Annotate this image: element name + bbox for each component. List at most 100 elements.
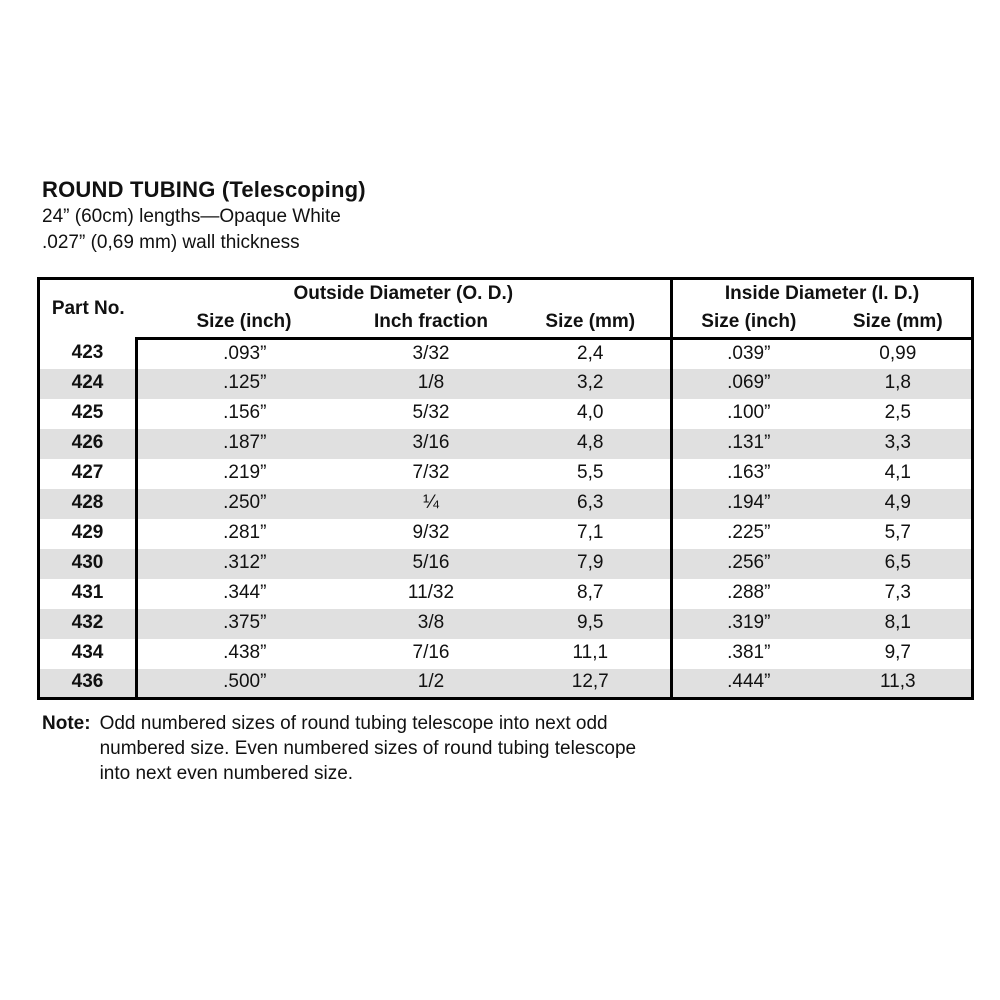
cell-od-size-mm: 11,1 bbox=[510, 638, 674, 669]
table-row: 427 .219” 7/32 5,5 .163” 4,1 bbox=[38, 458, 973, 489]
cell-od-size-inch: .187” bbox=[223, 432, 267, 454]
col-header-id-size-inch: Size (inch) bbox=[671, 308, 825, 340]
table-row: 431 .344” 11/32 8,7 .288” 7,3 bbox=[38, 578, 973, 609]
cell-id-size-mm: 8,1 bbox=[884, 612, 911, 634]
note-text: Odd numbered sizes of round tubing teles… bbox=[99, 713, 637, 784]
cell-od-inch-fraction: 5/32 bbox=[412, 402, 450, 424]
cell-part-no: 424 bbox=[38, 368, 138, 399]
cell-od-inch-fraction: 3/16 bbox=[412, 432, 450, 454]
cell-od-size-inch: .344” bbox=[223, 582, 267, 604]
cell-part-no: 423 bbox=[38, 338, 138, 369]
tubing-table: Part No. Outside Diameter (O. D.) Inside… bbox=[37, 277, 975, 700]
cell-part-no: 428 bbox=[38, 488, 138, 519]
table-row: 423 .093” 3/32 2,4 .039” 0,99 bbox=[38, 338, 973, 369]
cell-od-inch-fraction: 7/32 bbox=[412, 462, 450, 484]
table-row: 432 .375” 3/8 9,5 .319” 8,1 bbox=[38, 608, 973, 639]
col-header-od-inch-fraction: Inch fraction bbox=[351, 308, 511, 340]
cell-od-inch-fraction: 11/32 bbox=[407, 582, 455, 604]
cell-od-size-mm: 2,4 bbox=[510, 338, 674, 369]
cell-od-size-inch: .125” bbox=[223, 372, 267, 394]
cell-od-inch-fraction: 1/8 bbox=[417, 372, 445, 394]
table-row: 425 .156” 5/32 4,0 .100” 2,5 bbox=[38, 398, 973, 429]
cell-od-size-mm: 6,3 bbox=[510, 488, 674, 519]
cell-od-inch-fraction: 1/2 bbox=[417, 671, 445, 693]
cell-id-size-inch: .039” bbox=[727, 342, 771, 364]
cell-id-size-mm: 1,8 bbox=[884, 372, 911, 394]
cell-od-size-mm: 3,2 bbox=[510, 368, 674, 399]
subtitle-wall-thickness: .027” (0,69 mm) wall thickness bbox=[42, 232, 300, 253]
cell-od-size-inch: .093” bbox=[223, 342, 267, 364]
sub-header-row: Size (inch) Inch fraction Size (mm) Size… bbox=[39, 308, 973, 340]
cell-od-inch-fraction: 3/32 bbox=[412, 342, 450, 364]
cell-od-inch-fraction: ¼ bbox=[423, 492, 439, 514]
cell-part-no: 429 bbox=[38, 518, 138, 549]
table-header: Part No. Outside Diameter (O. D.) Inside… bbox=[39, 278, 973, 340]
cell-part-no: 431 bbox=[38, 578, 138, 609]
cell-od-size-mm: 4,8 bbox=[510, 428, 674, 459]
cell-od-size-mm: 4,0 bbox=[510, 398, 674, 429]
table-row: 428 .250” ¼ 6,3 .194” 4,9 bbox=[38, 488, 973, 519]
col-header-id-size-mm: Size (mm) bbox=[824, 308, 973, 340]
cell-od-size-inch: .250” bbox=[223, 492, 267, 514]
cell-od-inch-fraction: 7/16 bbox=[412, 642, 450, 664]
col-group-outside-diameter: Outside Diameter (O. D.) bbox=[136, 278, 674, 309]
note: Note: Odd numbered sizes of round tubing… bbox=[42, 711, 648, 786]
note-label: Note: bbox=[42, 713, 91, 734]
cell-od-inch-fraction: 5/16 bbox=[412, 552, 450, 574]
cell-id-size-inch: .100” bbox=[727, 402, 771, 424]
cell-id-size-mm: 5,7 bbox=[884, 522, 911, 544]
col-group-inside-diameter: Inside Diameter (I. D.) bbox=[724, 282, 920, 304]
cell-od-size-mm: 12,7 bbox=[510, 668, 674, 699]
cell-id-size-inch: .288” bbox=[727, 582, 771, 604]
table-row: 424 .125” 1/8 3,2 .069” 1,8 bbox=[38, 368, 973, 399]
cell-od-size-inch: .500” bbox=[223, 671, 267, 693]
cell-id-size-mm: 11,3 bbox=[879, 671, 916, 693]
cell-id-size-inch: .069” bbox=[727, 372, 771, 394]
cell-part-no: 436 bbox=[38, 668, 138, 699]
cell-part-no: 425 bbox=[38, 398, 138, 429]
cell-part-no: 434 bbox=[38, 638, 138, 669]
cell-id-size-inch: .225” bbox=[727, 522, 771, 544]
table-body: 423 .093” 3/32 2,4 .039” 0,99 424 .125” 1/8 3,2 .0… bbox=[38, 338, 973, 699]
cell-id-size-mm: 2,5 bbox=[884, 402, 911, 424]
page-title: ROUND TUBING (Telescoping) bbox=[42, 177, 366, 202]
cell-od-size-mm: 9,5 bbox=[510, 608, 674, 639]
cell-id-size-mm: 7,3 bbox=[884, 582, 911, 604]
table-row: 430 .312” 5/16 7,9 .256” 6,5 bbox=[38, 548, 973, 579]
cell-id-size-inch: .256” bbox=[727, 552, 771, 574]
cell-od-size-inch: .219” bbox=[223, 462, 267, 484]
table-row: 426 .187” 3/16 4,8 .131” 3,3 bbox=[38, 428, 973, 459]
cell-od-size-inch: .375” bbox=[223, 612, 267, 634]
group-header-row: Part No. Outside Diameter (O. D.) Inside… bbox=[39, 278, 973, 319]
table-row: 436 .500” 1/2 12,7 .444” 11,3 bbox=[38, 668, 973, 699]
cell-id-size-inch: .131” bbox=[727, 432, 771, 454]
col-header-part-no: Part No. bbox=[51, 297, 125, 319]
cell-part-no: 432 bbox=[38, 608, 138, 639]
subtitle-lengths: 24” (60cm) lengths—Opaque White bbox=[42, 206, 341, 227]
cell-od-size-mm: 5,5 bbox=[510, 458, 674, 489]
cell-id-size-mm: 6,5 bbox=[884, 552, 911, 574]
col-header-od-size-inch: Size (inch) bbox=[136, 308, 352, 340]
cell-od-size-inch: .438” bbox=[223, 642, 267, 664]
cell-id-size-mm: 3,3 bbox=[884, 432, 911, 454]
table-row: 434 .438” 7/16 11,1 .381” 9,7 bbox=[38, 638, 973, 669]
cell-od-inch-fraction: 9/32 bbox=[412, 522, 450, 544]
cell-od-inch-fraction: 3/8 bbox=[417, 612, 445, 634]
table-row: 429 .281” 9/32 7,1 .225” 5,7 bbox=[38, 518, 973, 549]
cell-id-size-mm: 4,9 bbox=[884, 492, 911, 514]
title-block: ROUND TUBING (Telescoping) 24” (60cm) le… bbox=[42, 176, 366, 256]
cell-id-size-inch: .319” bbox=[727, 612, 771, 634]
cell-od-size-mm: 7,1 bbox=[510, 518, 674, 549]
cell-od-size-inch: .312” bbox=[223, 552, 267, 574]
cell-od-size-inch: .156” bbox=[223, 402, 267, 424]
cell-id-size-mm: 9,7 bbox=[884, 642, 911, 664]
col-header-od-size-mm: Size (mm) bbox=[510, 308, 674, 340]
cell-part-no: 430 bbox=[38, 548, 138, 579]
cell-part-no: 427 bbox=[38, 458, 138, 489]
cell-od-size-mm: 7,9 bbox=[510, 548, 674, 579]
cell-id-size-inch: .444” bbox=[727, 671, 771, 693]
cell-od-size-mm: 8,7 bbox=[510, 578, 674, 609]
cell-od-size-inch: .281” bbox=[223, 522, 267, 544]
cell-id-size-inch: .163” bbox=[727, 462, 771, 484]
